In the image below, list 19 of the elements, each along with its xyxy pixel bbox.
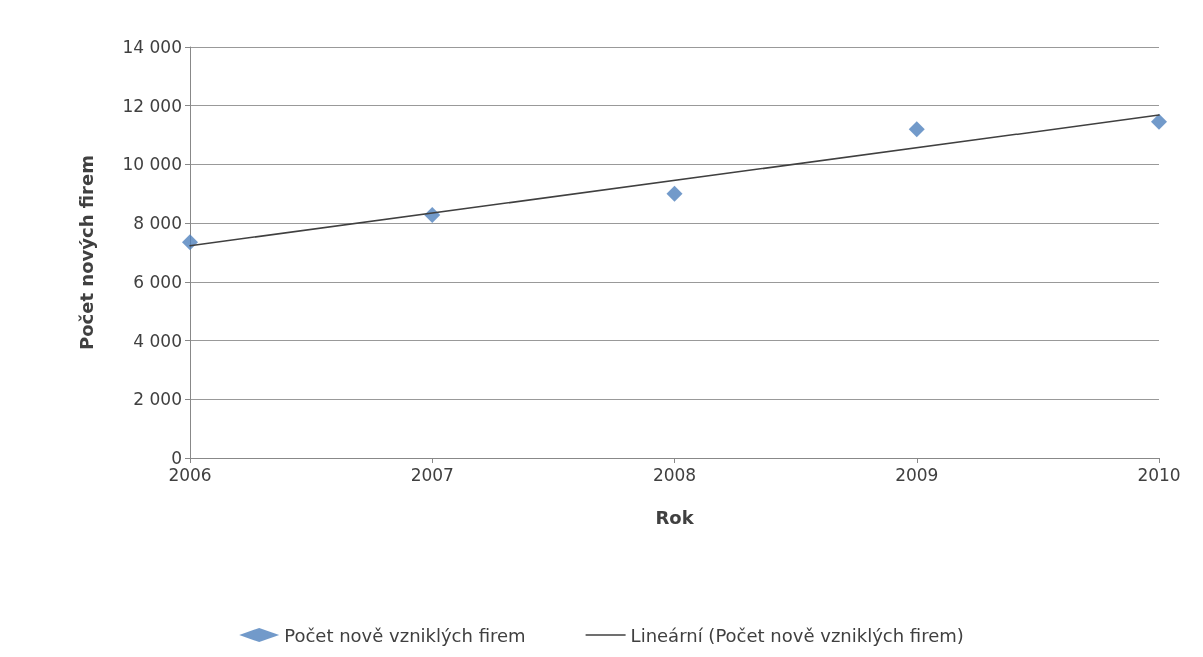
point <box>908 121 925 138</box>
y-tick-label: 8 000 <box>133 213 182 234</box>
legend-label: Lineární (Počet nově vzniklých firem) <box>630 624 964 646</box>
x-tick-label: 2009 <box>895 464 939 485</box>
x-tick-label: 2010 <box>1137 464 1181 485</box>
point <box>182 234 198 251</box>
y-tick-label: 6 000 <box>133 271 182 292</box>
y-tick-label: 14 000 <box>122 37 182 57</box>
point <box>1151 113 1167 130</box>
x-axis-title: Rok <box>655 506 695 528</box>
y-tick-label: 4 000 <box>133 330 182 351</box>
y-tick-label: 2 000 <box>133 389 182 410</box>
legend-label: Počet nově vzniklých firem <box>284 624 526 646</box>
x-tick-label: 2007 <box>410 464 454 485</box>
x-tick-label: 2008 <box>652 464 697 485</box>
y-tick-label: 10 000 <box>122 154 182 175</box>
y-axis-title: Počet nových firem <box>75 155 97 350</box>
point <box>666 185 683 202</box>
y-tick-label: 12 000 <box>122 95 182 116</box>
